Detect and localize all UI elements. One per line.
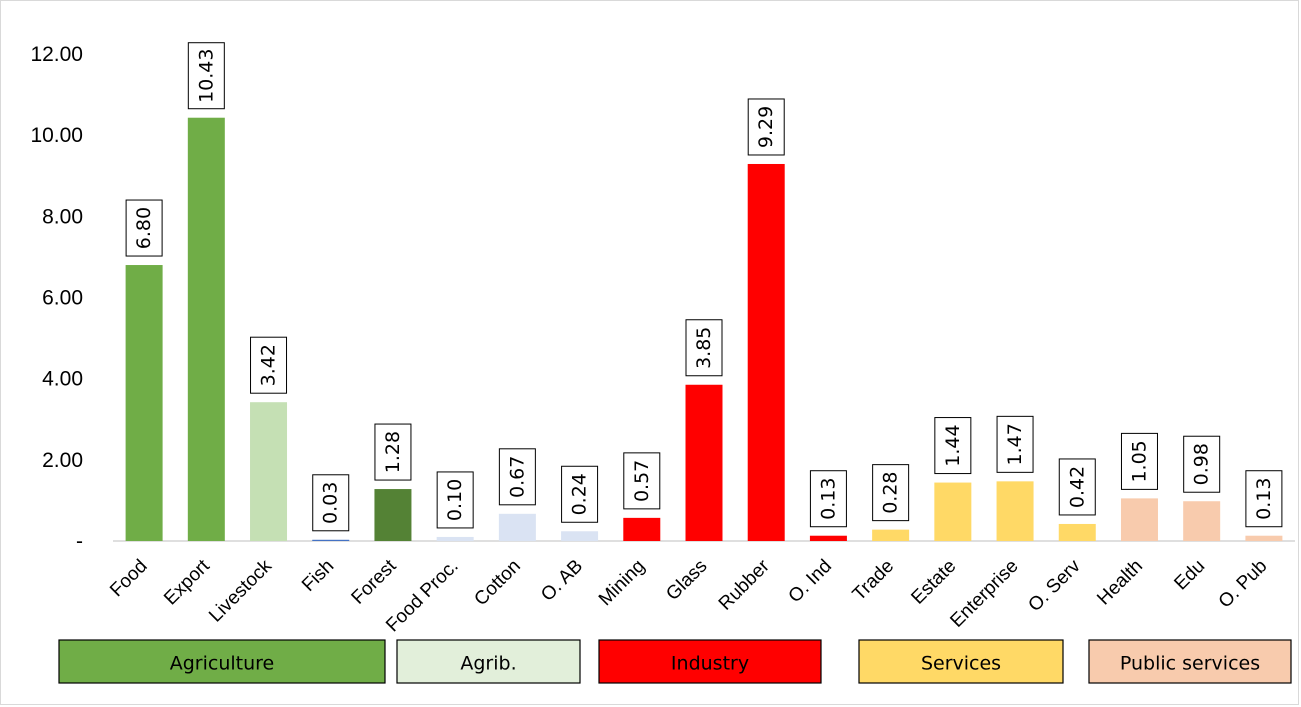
- bar-o-ind: [809, 535, 847, 541]
- data-label-box: [809, 470, 847, 528]
- data-label-box: [312, 474, 350, 532]
- data-label-box: [561, 465, 599, 523]
- bar-food: [125, 265, 163, 541]
- data-label: 0.28: [880, 471, 902, 513]
- data-label: 0.67: [506, 456, 528, 498]
- group-public-services-label: Public services: [1120, 653, 1260, 675]
- data-label-box: [1058, 458, 1096, 516]
- bar-o-pub: [1245, 535, 1283, 541]
- x-tick-label: Health: [1093, 556, 1147, 610]
- data-label: 3.42: [258, 344, 280, 386]
- bar-rubber: [747, 163, 785, 541]
- group-agriculture-label: Agriculture: [170, 653, 275, 675]
- group-public-services-box: [1088, 639, 1292, 684]
- data-label: 0.10: [444, 479, 466, 521]
- bar-food-proc: [436, 536, 474, 541]
- data-label-box: [436, 471, 474, 529]
- x-tick-label: Trade: [849, 556, 898, 605]
- y-tick-label: 12.00: [30, 43, 83, 66]
- y-tick-label: 10.00: [30, 124, 83, 147]
- data-label: 6.80: [133, 207, 155, 249]
- data-label-box: [1245, 470, 1283, 528]
- data-label: 10.43: [195, 49, 217, 103]
- y-tick-label: 6.00: [42, 287, 83, 310]
- x-tick-label: Mining: [595, 556, 649, 610]
- bar-cotton: [498, 513, 536, 541]
- data-label-box: [623, 452, 661, 510]
- x-tick-label: Enterprise: [946, 556, 1022, 632]
- data-label: 0.03: [320, 482, 342, 524]
- x-tick-label: Forest: [348, 555, 401, 608]
- data-label: 9.29: [755, 106, 777, 148]
- data-label-box: [685, 319, 723, 377]
- x-tick-label: Estate: [907, 556, 960, 609]
- y-tick-label: 4.00: [42, 368, 83, 391]
- x-tick-label: O. Ind: [785, 556, 836, 607]
- bar-health: [1120, 498, 1158, 541]
- data-label-box: [934, 417, 972, 475]
- bar-trade: [872, 529, 910, 541]
- group-agrib-box: [396, 639, 581, 684]
- data-label-box: [1183, 435, 1221, 493]
- data-label: 1.28: [382, 431, 404, 473]
- data-label-box: [996, 415, 1034, 473]
- group-agriculture-box: [58, 639, 386, 684]
- x-tick-label: Edu: [1170, 556, 1209, 595]
- x-tick-label: Glass: [662, 556, 711, 605]
- x-tick-label: Livestock: [205, 555, 276, 626]
- data-label: 0.24: [569, 473, 591, 515]
- bar-o-serv: [1058, 523, 1096, 541]
- group-agrib-label: Agrib.: [460, 653, 516, 675]
- data-label-box: [250, 336, 288, 394]
- data-label-box: [872, 464, 910, 522]
- bar-forest: [374, 489, 412, 541]
- bar-livestock: [250, 402, 288, 541]
- x-tick-label: Export: [160, 555, 214, 609]
- data-label: 3.85: [693, 327, 715, 369]
- y-tick-label: 2.00: [42, 449, 83, 472]
- data-label-box: [498, 448, 536, 506]
- data-label: 0.98: [1191, 443, 1213, 485]
- data-label: 1.47: [1004, 423, 1026, 465]
- data-label: 0.57: [631, 460, 653, 502]
- bar-edu: [1183, 501, 1221, 541]
- x-tick-label: Fish: [298, 556, 338, 596]
- y-tick-label: -: [76, 530, 83, 553]
- x-tick-label: O. AB: [537, 556, 587, 606]
- data-label: 0.42: [1066, 466, 1088, 508]
- bar-mining: [623, 517, 661, 541]
- bar-glass: [685, 384, 723, 541]
- data-label-box: [1120, 432, 1158, 490]
- bar-export: [187, 117, 225, 542]
- bar-fish: [312, 539, 350, 541]
- data-label-box: [125, 199, 163, 257]
- data-label: 0.13: [1253, 478, 1275, 520]
- data-label: 1.44: [942, 424, 964, 466]
- x-tick-label: O. Serv: [1024, 555, 1085, 616]
- x-tick-label: Cotton: [470, 556, 524, 610]
- bar-estate: [934, 482, 972, 541]
- bar-enterprise: [996, 481, 1034, 541]
- group-industry-label: Industry: [671, 653, 749, 675]
- data-label-box: [187, 42, 225, 110]
- data-label: 1.05: [1128, 440, 1150, 482]
- x-tick-label: Food: [106, 556, 151, 601]
- group-industry-box: [598, 639, 822, 684]
- group-services-box: [858, 639, 1064, 684]
- data-label-box: [374, 423, 412, 481]
- data-label-box: [747, 98, 785, 156]
- x-tick-label: Rubber: [715, 555, 774, 614]
- y-tick-label: 8.00: [42, 205, 83, 228]
- x-tick-label: O. Pub: [1215, 556, 1272, 613]
- group-services-label: Services: [921, 653, 1001, 675]
- bar-o-ab: [561, 531, 599, 541]
- data-label: 0.13: [817, 478, 839, 520]
